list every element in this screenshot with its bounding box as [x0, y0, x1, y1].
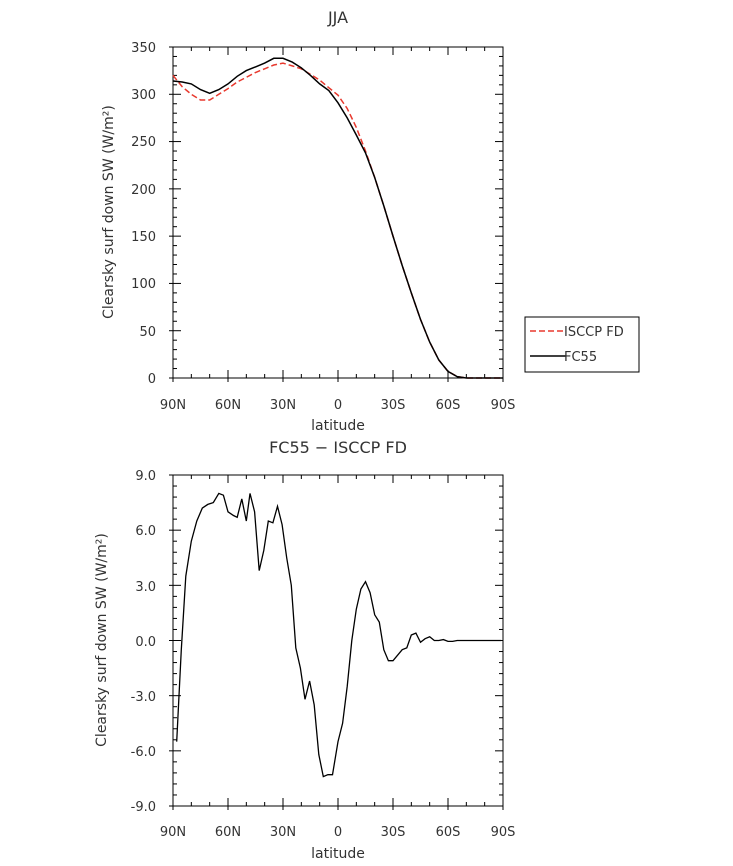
top-y-axis-label: Clearsky surf down SW (W/m²) [101, 105, 117, 319]
top-x-ticks [172, 47, 504, 382]
bottom-plot-frame [172, 474, 504, 807]
bottom-x-tick-label-90n: 90N [160, 825, 186, 840]
top-y-ticks [169, 46, 503, 379]
bottom-x-tick-label-60s: 60S [436, 825, 461, 840]
top-x-tick-label-90n: 90N [160, 398, 186, 413]
top-x-tick-label-60n: 60N [215, 398, 241, 413]
bottom-y-tick-label-9: 9.0 [135, 469, 156, 484]
top-chart-title: JJA [327, 8, 348, 27]
bottom-x-ticks [172, 475, 504, 810]
top-plot-frame [172, 46, 504, 379]
bottom-y-tick-label-m6: -6.0 [131, 745, 156, 760]
bottom-panel: FC55 − ISCCP FD 90N 60N 30N 0 30S 60S 90… [94, 438, 515, 862]
bottom-y-ticks [169, 474, 503, 807]
top-y-tick-label-50: 50 [139, 325, 156, 340]
bottom-y-tick-label-m3: -3.0 [131, 690, 156, 705]
top-x-tick-label-30n: 30N [270, 398, 296, 413]
top-x-tick-label-60s: 60S [436, 398, 461, 413]
top-x-tick-label-0: 0 [334, 398, 342, 413]
top-y-tick-label-100: 100 [131, 277, 156, 292]
bottom-x-axis-label: latitude [311, 846, 365, 862]
top-panel: JJA 90N 60N 30N 0 30S 60S 90S 0 50 100 1… [101, 8, 640, 434]
bottom-chart-title: FC55 − ISCCP FD [269, 438, 407, 457]
top-series-fc55-line [172, 57, 503, 379]
top-y-tick-label-0: 0 [148, 372, 156, 387]
bottom-x-tick-label-60n: 60N [215, 825, 241, 840]
legend: ISCCP FD FC55 [524, 316, 640, 373]
top-y-tick-label-350: 350 [131, 41, 156, 56]
top-y-tick-label-300: 300 [131, 88, 156, 103]
bottom-y-tick-label-0: 0.0 [135, 635, 156, 650]
legend-label-isccp-fd: ISCCP FD [564, 325, 624, 340]
top-y-tick-label-200: 200 [131, 183, 156, 198]
bottom-y-tick-label-m9: -9.0 [131, 800, 156, 815]
top-x-tick-label-30s: 30S [381, 398, 406, 413]
bottom-y-axis-label: Clearsky surf down SW (W/m²) [94, 533, 110, 747]
top-x-tick-label-90s: 90S [491, 398, 516, 413]
bottom-x-tick-label-30n: 30N [270, 825, 296, 840]
bottom-x-tick-label-90s: 90S [491, 825, 516, 840]
legend-label-fc55: FC55 [564, 350, 597, 365]
top-x-axis-label: latitude [311, 418, 365, 434]
legend-box [524, 316, 640, 373]
bottom-y-tick-label-6: 6.0 [135, 524, 156, 539]
bottom-y-tick-label-3: 3.0 [135, 580, 156, 595]
top-y-tick-label-150: 150 [131, 230, 156, 245]
bottom-x-tick-label-0: 0 [334, 825, 342, 840]
top-y-tick-label-250: 250 [131, 135, 156, 150]
top-series-isccp-fd-line [172, 62, 503, 379]
bottom-series-difference-line [176, 492, 502, 778]
bottom-x-tick-label-30s: 30S [381, 825, 406, 840]
